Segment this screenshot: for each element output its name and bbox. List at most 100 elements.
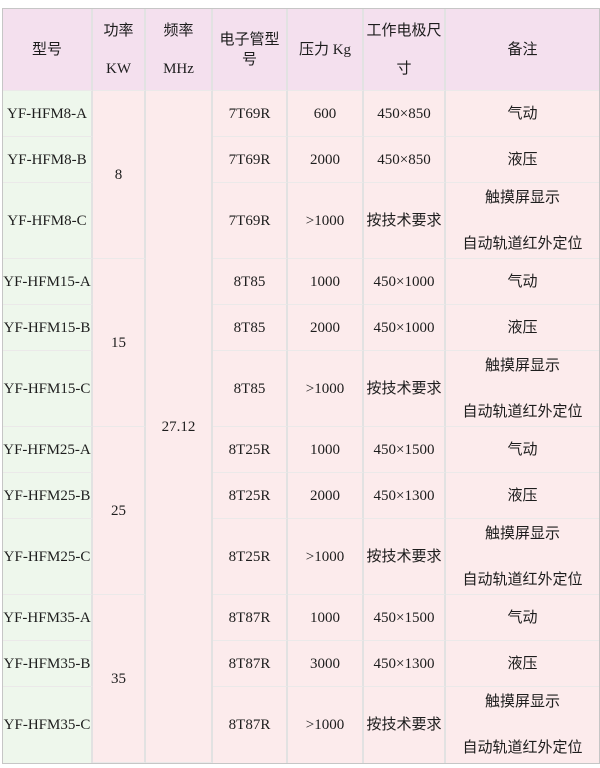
remark-cell: 液压	[446, 137, 599, 183]
tube-cell: 8T25R	[213, 519, 288, 595]
remark-cell: 触摸屏显示 自动轨道红外定位	[446, 183, 599, 259]
remark-line: 触摸屏显示	[484, 357, 560, 374]
col-header-electrode: 工作电极尺 寸	[364, 9, 446, 91]
table-row: YF-HFM35-B 8T87R 3000 450×1300 液压	[3, 641, 599, 687]
model-cell: YF-HFM8-A	[3, 91, 93, 137]
tube-cell: 8T85	[213, 305, 288, 351]
col-header-frequency-label: 频率	[163, 22, 194, 39]
model-cell: YF-HFM25-A	[3, 427, 93, 473]
frequency-cell: 27.12	[146, 91, 213, 763]
tube-cell: 8T25R	[213, 427, 288, 473]
electrode-cell: 450×1300	[364, 641, 446, 687]
remark-cell: 触摸屏显示 自动轨道红外定位	[446, 351, 599, 427]
col-header-power-unit: KW	[106, 60, 131, 77]
electrode-cell: 450×850	[364, 91, 446, 137]
tube-cell: 8T25R	[213, 473, 288, 519]
model-cell: YF-HFM35-C	[3, 687, 93, 763]
remark-cell: 触摸屏显示 自动轨道红外定位	[446, 687, 599, 763]
table-row: YF-HFM35-A 35 8T87R 1000 450×1500 气动	[3, 595, 599, 763]
remark-cell: 液压	[446, 473, 599, 519]
pressure-cell: 2000	[288, 473, 364, 519]
power-cell: 35	[93, 595, 146, 763]
model-cell: YF-HFM35-B	[3, 641, 93, 687]
table-row: YF-HFM25-B 8T25R 2000 450×1300 液压	[3, 473, 599, 519]
pressure-cell: 1000	[288, 259, 364, 305]
model-cell: YF-HFM15-A	[3, 259, 93, 305]
col-header-electrode-line1: 工作电极尺	[366, 22, 442, 39]
electrode-cell: 按技术要求	[364, 351, 446, 427]
electrode-cell: 450×1000	[364, 259, 446, 305]
model-cell: YF-HFM15-C	[3, 351, 93, 427]
model-cell: YF-HFM35-A	[3, 595, 93, 641]
model-cell: YF-HFM25-C	[3, 519, 93, 595]
table-row: YF-HFM35-C 8T87R >1000 按技术要求 触摸屏显示 自动轨道红…	[3, 687, 599, 763]
model-cell: YF-HFM25-B	[3, 473, 93, 519]
product-spec-table: 型号 功率 KW 频率 MHz 电子管型号 压力 Kg	[2, 8, 600, 764]
pressure-cell: 2000	[288, 137, 364, 183]
col-header-pressure: 压力 Kg	[288, 9, 364, 91]
remark-line: 触摸屏显示	[484, 189, 560, 206]
table-row: YF-HFM25-A 25 8T25R 1000 450×1500 气动	[3, 427, 599, 595]
tube-cell: 7T69R	[213, 91, 288, 137]
tube-cell: 8T87R	[213, 687, 288, 763]
tube-cell: 7T69R	[213, 183, 288, 259]
model-cell: YF-HFM8-C	[3, 183, 93, 259]
electrode-cell: 450×1500	[364, 427, 446, 473]
remark-line: 自动轨道红外定位	[462, 740, 583, 756]
pressure-cell: >1000	[288, 519, 364, 595]
electrode-cell: 按技术要求	[364, 183, 446, 259]
table-row: YF-HFM15-B 8T85 2000 450×1000 液压	[3, 305, 599, 351]
tube-cell: 8T85	[213, 259, 288, 305]
table-row: YF-HFM8-A 8 27.12 7T69R 600 450×850 气动	[3, 91, 599, 763]
col-header-tube: 电子管型号	[213, 9, 288, 91]
col-header-model: 型号	[3, 9, 93, 91]
table-row: YF-HFM25-C 8T25R >1000 按技术要求 触摸屏显示 自动轨道红…	[3, 519, 599, 595]
table-row: YF-HFM15-C 8T85 >1000 按技术要求 触摸屏显示 自动轨道红外…	[3, 351, 599, 427]
pressure-cell: >1000	[288, 687, 364, 763]
tube-cell: 8T87R	[213, 641, 288, 687]
remark-line: 自动轨道红外定位	[462, 235, 583, 252]
electrode-cell: 450×1500	[364, 595, 446, 641]
remark-cell: 气动	[446, 427, 599, 473]
pressure-cell: 1000	[288, 595, 364, 641]
table-row: YF-HFM8-B 7T69R 2000 450×850 液压	[3, 137, 599, 183]
electrode-cell: 按技术要求	[364, 519, 446, 595]
electrode-cell: 450×1000	[364, 305, 446, 351]
col-header-electrode-line2: 寸	[396, 60, 412, 77]
tube-cell: 8T85	[213, 351, 288, 427]
pressure-cell: 1000	[288, 427, 364, 473]
electrode-cell: 按技术要求	[364, 687, 446, 763]
tube-cell: 8T87R	[213, 595, 288, 641]
header-row: 型号 功率 KW 频率 MHz 电子管型号 压力 Kg	[3, 9, 599, 91]
col-header-power: 功率 KW	[93, 9, 146, 91]
model-cell: YF-HFM15-B	[3, 305, 93, 351]
model-cell: YF-HFM8-B	[3, 137, 93, 183]
col-header-remark: 备注	[446, 9, 599, 91]
remark-cell: 触摸屏显示 自动轨道红外定位	[446, 519, 599, 595]
remark-cell: 液压	[446, 641, 599, 687]
electrode-cell: 450×850	[364, 137, 446, 183]
remark-line: 触摸屏显示	[484, 525, 560, 542]
remark-cell: 液压	[446, 305, 599, 351]
electrode-cell: 450×1300	[364, 473, 446, 519]
col-header-power-label: 功率	[103, 22, 134, 39]
table-row: YF-HFM15-A 15 8T85 1000 450×1000 气动	[3, 259, 599, 427]
pressure-cell: 3000	[288, 641, 364, 687]
remark-cell: 气动	[446, 259, 599, 305]
remark-cell: 气动	[446, 595, 599, 641]
pressure-cell: >1000	[288, 351, 364, 427]
power-cell: 8	[93, 91, 146, 259]
remark-line: 触摸屏显示	[484, 694, 560, 710]
col-header-frequency-unit: MHz	[163, 60, 194, 77]
remark-cell: 气动	[446, 91, 599, 137]
tube-cell: 7T69R	[213, 137, 288, 183]
pressure-cell: 2000	[288, 305, 364, 351]
table-row: YF-HFM8-C 7T69R >1000 按技术要求 触摸屏显示 自动轨道红外…	[3, 183, 599, 259]
remark-line: 自动轨道红外定位	[462, 403, 583, 420]
col-header-frequency: 频率 MHz	[146, 9, 213, 91]
remark-line: 自动轨道红外定位	[462, 571, 583, 588]
power-cell: 25	[93, 427, 146, 595]
pressure-cell: >1000	[288, 183, 364, 259]
power-cell: 15	[93, 259, 146, 427]
